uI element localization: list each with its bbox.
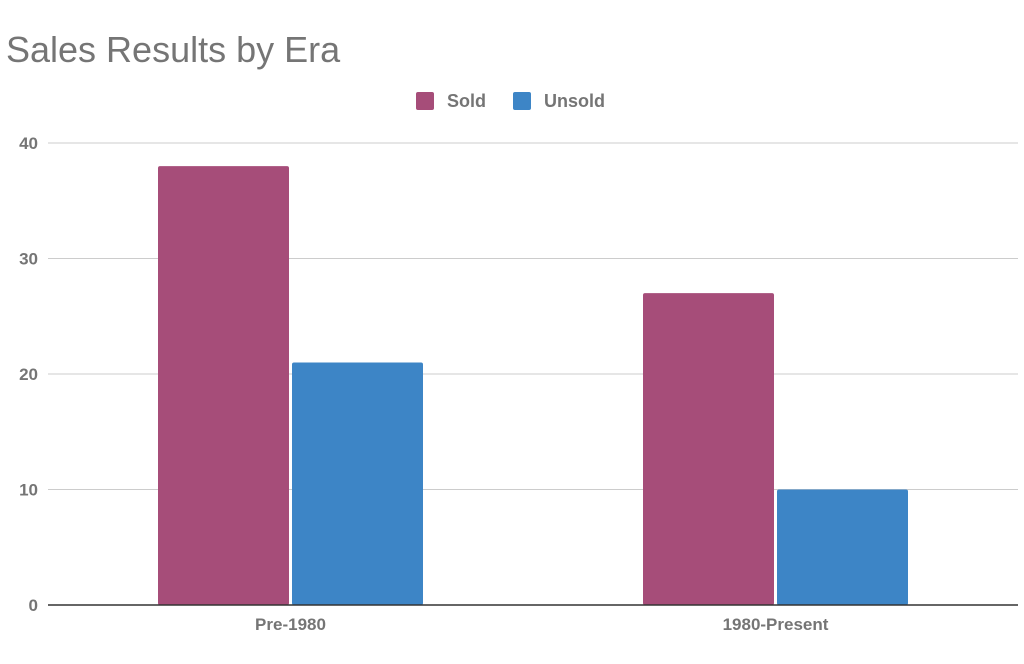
chart-legend: Sold Unsold [416, 91, 605, 111]
bar-unsold-pre-1980 [292, 362, 423, 605]
y-axis-tick-labels: 0 10 20 30 40 [19, 134, 38, 615]
x-tick-label: 1980-Present [723, 615, 829, 634]
y-tick-label: 40 [19, 134, 38, 153]
y-tick-label: 10 [19, 481, 38, 500]
bar-sold-pre-1980 [158, 166, 289, 605]
y-tick-label: 30 [19, 250, 38, 269]
legend-swatch-unsold [513, 92, 531, 110]
x-tick-label: Pre-1980 [255, 615, 326, 634]
legend-label-sold: Sold [447, 91, 486, 111]
legend-swatch-sold [416, 92, 434, 110]
bars [158, 166, 908, 605]
bar-unsold-1980-present [777, 489, 908, 605]
legend-label-unsold: Unsold [544, 91, 605, 111]
chart-title: Sales Results by Era [6, 29, 341, 70]
bar-sold-1980-present [643, 293, 774, 605]
x-axis-tick-labels: Pre-1980 1980-Present [255, 615, 829, 634]
y-tick-label: 0 [29, 596, 38, 615]
y-tick-label: 20 [19, 365, 38, 384]
